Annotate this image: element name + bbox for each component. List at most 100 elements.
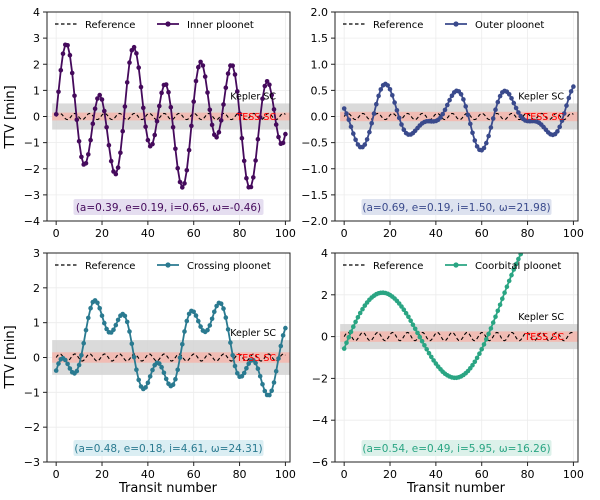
data-point	[127, 329, 132, 334]
data-point	[196, 318, 201, 324]
data-point	[239, 135, 245, 141]
data-point	[248, 184, 254, 190]
x-tick-label: 80	[521, 468, 535, 481]
data-point	[92, 106, 98, 111]
x-tick-label: 100	[563, 227, 584, 240]
y-tick-label: 1.0	[311, 58, 329, 71]
data-point	[440, 111, 446, 117]
data-point	[182, 329, 187, 334]
data-point	[173, 376, 178, 382]
legend-reference-label: Reference	[85, 261, 135, 272]
data-point	[235, 89, 240, 94]
data-point	[104, 326, 109, 332]
data-point	[371, 111, 377, 116]
y-tick-label: −1	[24, 137, 40, 150]
data-point	[513, 105, 519, 111]
data-point	[196, 64, 201, 70]
data-point	[534, 228, 539, 233]
data-point	[419, 338, 425, 344]
kepler-sc-label: Kepler SC	[518, 91, 564, 102]
data-point	[86, 152, 91, 157]
data-point	[189, 123, 194, 129]
data-point	[56, 361, 61, 366]
data-point	[548, 223, 553, 228]
data-point	[115, 165, 121, 170]
data-point	[177, 355, 183, 360]
tess-sc-label: TESS SC	[235, 353, 276, 364]
data-point	[209, 316, 215, 322]
data-point	[244, 175, 249, 181]
data-point	[127, 60, 132, 65]
data-point	[186, 147, 192, 153]
legend-series-marker	[165, 262, 171, 268]
data-point	[283, 131, 288, 137]
data-point	[399, 122, 404, 127]
data-point	[104, 125, 109, 130]
data-point	[264, 79, 270, 84]
data-point	[79, 154, 84, 160]
legend-series-label: Crossing ploonet	[187, 261, 271, 272]
data-point	[118, 150, 123, 155]
x-tick-label: 40	[141, 468, 155, 481]
data-point	[486, 331, 491, 337]
data-point	[493, 314, 498, 320]
data-point	[449, 93, 455, 98]
data-point	[504, 284, 510, 290]
data-point	[124, 80, 130, 85]
y-tick-label: 0.0	[311, 111, 329, 124]
chart-panel-3: Kepler SC TESS SC 0 20 40 60 80 100 −3 −2 −1 0 1 2 3 Re…	[24, 247, 296, 481]
data-point	[518, 253, 523, 257]
data-point	[97, 92, 102, 98]
data-point	[278, 343, 284, 349]
data-point	[283, 325, 288, 331]
data-point	[481, 342, 487, 347]
data-point	[344, 111, 349, 116]
data-point	[262, 388, 268, 394]
data-point	[200, 63, 206, 68]
data-point	[374, 101, 379, 107]
data-point	[477, 351, 482, 357]
data-point	[143, 385, 148, 390]
data-point	[412, 326, 418, 332]
x-tick-label: 40	[141, 227, 155, 240]
data-point	[506, 278, 512, 284]
data-point	[500, 296, 505, 302]
params-label: (a=0.54, e=0.49, i=5.95, ω=16.26)	[362, 443, 550, 455]
data-point	[523, 243, 528, 248]
data-point	[539, 224, 544, 229]
data-point	[154, 118, 160, 124]
data-point	[346, 117, 352, 123]
params-label: (a=0.48, e=0.18, i=4.61, ω=24.31)	[74, 443, 262, 455]
data-point	[468, 121, 473, 127]
data-point	[458, 92, 464, 97]
data-point	[369, 120, 375, 126]
legend-series-marker	[453, 21, 459, 27]
x-tick-label: 80	[233, 227, 247, 240]
data-point	[353, 319, 358, 325]
data-point	[136, 377, 141, 383]
data-point	[218, 118, 224, 123]
data-point	[429, 354, 434, 360]
data-point	[571, 247, 576, 252]
y-tick-label: 2	[321, 289, 328, 302]
x-tick-label: 0	[341, 227, 348, 240]
y-tick-label: 4	[321, 247, 328, 260]
data-point	[232, 363, 238, 369]
data-point	[431, 358, 436, 363]
data-point	[410, 322, 416, 328]
axes-frame	[334, 252, 579, 463]
data-point	[170, 124, 176, 130]
y-tick-label: 2	[33, 282, 40, 295]
params-box	[73, 440, 264, 456]
x-tick-label: 20	[95, 227, 109, 240]
x-tick-label: 40	[429, 468, 443, 481]
x-axis-label-left: Transit number	[118, 481, 218, 496]
x-tick-label: 0	[341, 468, 348, 481]
data-point	[472, 138, 478, 143]
data-point	[166, 89, 171, 95]
data-point	[207, 107, 213, 113]
data-point	[141, 105, 146, 111]
data-point	[521, 247, 526, 252]
data-point	[145, 380, 151, 386]
data-point	[424, 347, 430, 352]
